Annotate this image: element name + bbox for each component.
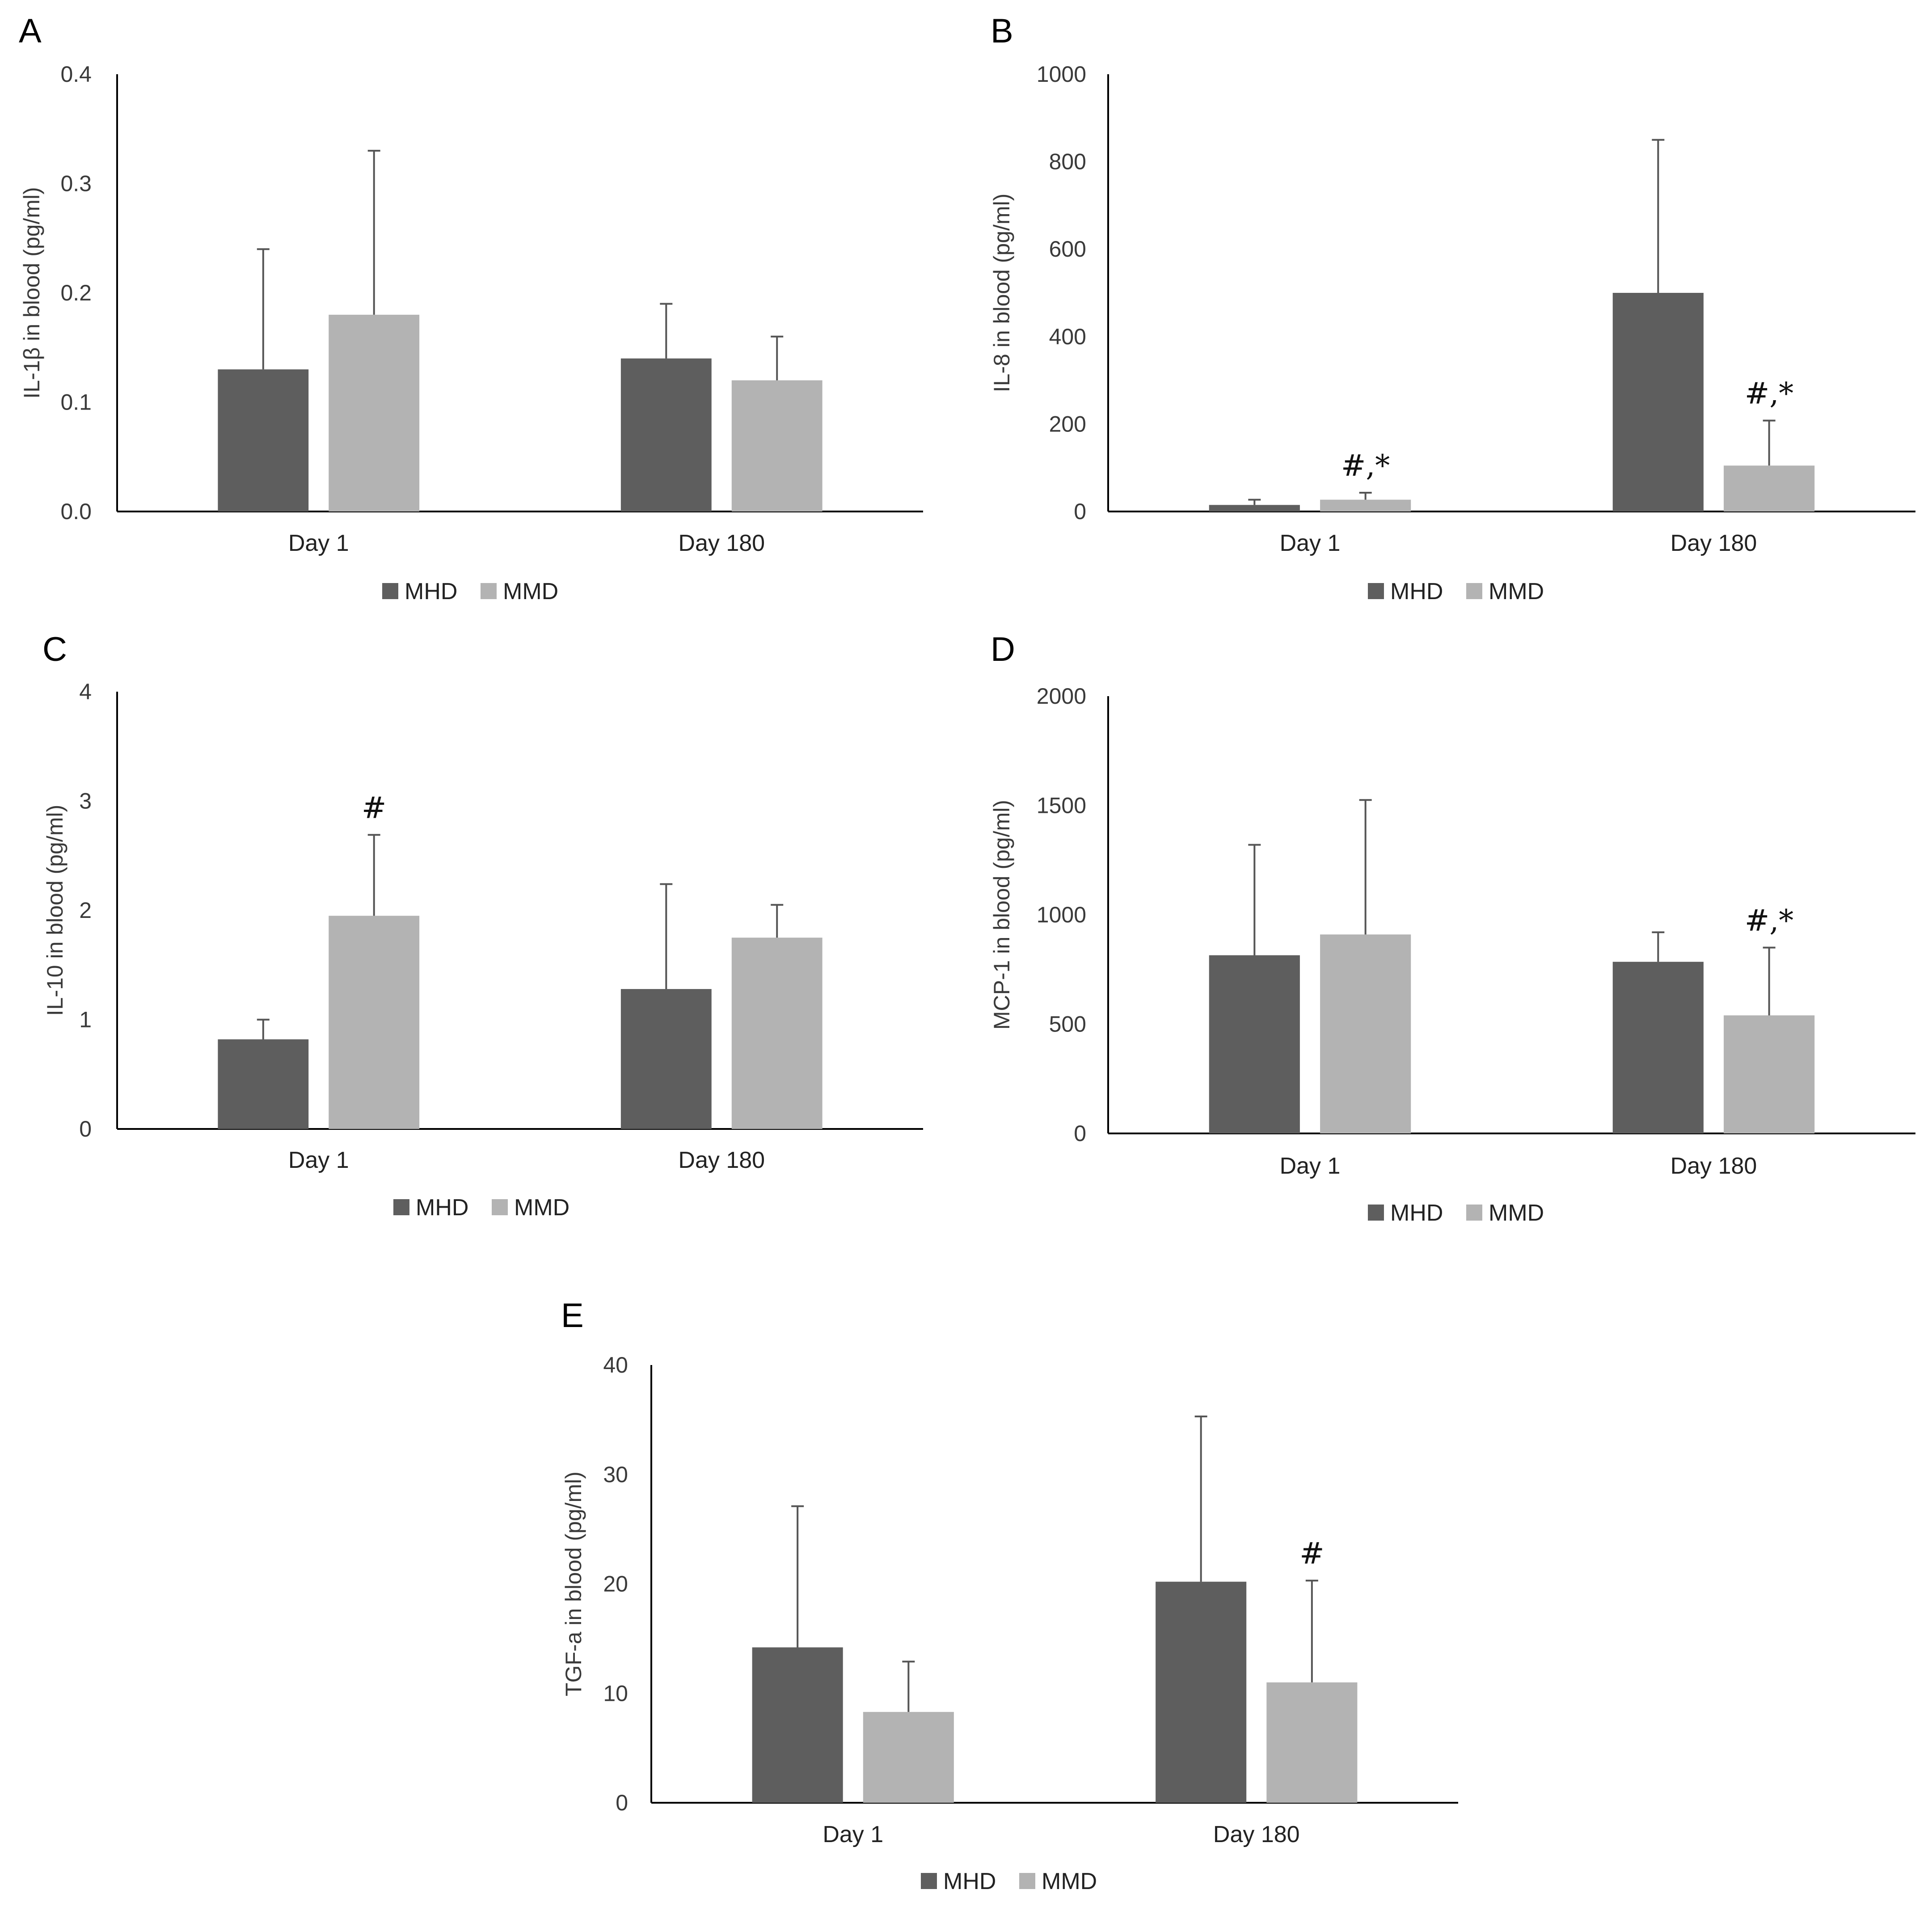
chart-panel-d: D MCP-1 in blood (pg/ml) 0 500 1000 1500 2000 D… xyxy=(989,630,1915,1226)
bar-mmd-day-1 xyxy=(863,1712,954,1803)
panel-label: C xyxy=(42,630,67,668)
y-tick-label: 0 xyxy=(616,1790,628,1815)
legend-label-mhd: MHD xyxy=(416,1195,468,1221)
legend-swatch-mmd xyxy=(1019,1873,1035,1889)
panel-label: B xyxy=(991,12,1013,50)
y-tick-label: 0 xyxy=(79,1116,92,1141)
bar-mhd-day-1 xyxy=(1209,505,1300,511)
y-axis-title: TGF-a in blood (pg/ml) xyxy=(561,1471,586,1696)
y-axis-title: IL-10 in blood (pg/ml) xyxy=(42,805,67,1016)
bar-mmd-day-180 xyxy=(731,380,823,511)
legend-label-mhd: MHD xyxy=(405,579,457,604)
bar-mhd-day-1 xyxy=(218,369,309,511)
panel-label: E xyxy=(561,1297,584,1335)
x-tick-label: Day 1 xyxy=(823,1822,883,1847)
x-tick-label: Day 1 xyxy=(1280,1153,1341,1179)
legend-swatch-mhd xyxy=(1368,583,1384,599)
bar-mhd-day-180 xyxy=(1612,293,1704,511)
y-tick-label: 40 xyxy=(603,1353,628,1378)
bar-mhd-day-180 xyxy=(1156,1581,1247,1803)
bar-mhd-day-180 xyxy=(620,989,712,1129)
y-tick-label: 400 xyxy=(1049,324,1086,349)
bar-mmd-day-1 xyxy=(329,916,420,1129)
y-tick-label: 0.2 xyxy=(60,280,92,305)
x-tick-label: Day 180 xyxy=(1213,1822,1300,1847)
y-tick-label: 200 xyxy=(1049,411,1086,436)
x-tick-label: Day 1 xyxy=(288,1147,349,1173)
x-tick-label: Day 180 xyxy=(678,1147,765,1173)
y-tick-label: 1 xyxy=(79,1007,92,1032)
y-axis-title: MCP-1 in blood (pg/ml) xyxy=(989,800,1014,1030)
panel-label: D xyxy=(991,630,1015,668)
legend-swatch-mhd xyxy=(382,583,398,599)
legend-swatch-mmd xyxy=(1466,1205,1482,1221)
y-tick-label: 10 xyxy=(603,1681,628,1706)
significance-marker: #,* xyxy=(1745,903,1793,938)
legend-label-mmd: MMD xyxy=(514,1195,569,1221)
y-tick-label: 20 xyxy=(603,1572,628,1597)
y-tick-label: 0.3 xyxy=(60,171,92,196)
bar-mmd-day-180 xyxy=(1724,1015,1815,1133)
y-tick-label: 0.4 xyxy=(60,62,92,87)
legend-swatch-mhd xyxy=(393,1199,409,1215)
chart-panel-e: E TGF-a in blood (pg/ml) 0 10 20 30 40 Day 1 # Da… xyxy=(561,1297,1458,1894)
y-tick-label: 1000 xyxy=(1037,902,1086,927)
y-tick-label: 800 xyxy=(1049,149,1086,174)
x-tick-label: Day 180 xyxy=(1670,1153,1757,1179)
y-tick-label: 1000 xyxy=(1037,62,1086,87)
significance-marker: # xyxy=(1299,1536,1324,1571)
chart-panel-c: C IL-10 in blood (pg/ml) 0 1 2 3 4 # Day 1 Day 18… xyxy=(42,630,923,1221)
y-tick-label: 0 xyxy=(1074,499,1086,524)
x-tick-label: Day 180 xyxy=(678,530,765,556)
legend-swatch-mhd xyxy=(1368,1205,1384,1221)
y-tick-label: 1500 xyxy=(1037,793,1086,818)
legend-label-mhd: MHD xyxy=(1390,579,1443,604)
y-axis-title: IL-1β in blood (pg/ml) xyxy=(19,187,44,398)
y-tick-label: 500 xyxy=(1049,1012,1086,1037)
bar-mmd-day-1 xyxy=(1320,934,1411,1133)
legend-label-mhd: MHD xyxy=(943,1868,996,1894)
bar-mmd-day-180 xyxy=(731,938,823,1129)
legend-swatch-mmd xyxy=(1466,583,1482,599)
y-tick-label: 0 xyxy=(1074,1121,1086,1146)
bar-mhd-day-180 xyxy=(1612,962,1704,1133)
bar-mmd-day-1 xyxy=(1320,499,1411,511)
legend-label-mhd: MHD xyxy=(1390,1200,1443,1226)
legend-label-mmd: MMD xyxy=(503,579,558,604)
y-axis-title: IL-8 in blood (pg/ml) xyxy=(989,194,1014,393)
y-tick-label: 2000 xyxy=(1037,684,1086,709)
chart-panel-b: B IL-8 in blood (pg/ml) 0 200 400 600 800 1000 #… xyxy=(989,12,1915,604)
x-tick-label: Day 1 xyxy=(288,530,349,556)
significance-marker: # xyxy=(362,790,386,825)
legend-label-mmd: MMD xyxy=(1042,1868,1097,1894)
bar-mhd-day-1 xyxy=(1209,955,1300,1133)
legend-label-mmd: MMD xyxy=(1489,1200,1544,1226)
y-tick-label: 4 xyxy=(79,679,92,704)
y-tick-label: 2 xyxy=(79,898,92,923)
legend-swatch-mmd xyxy=(481,583,497,599)
y-tick-label: 3 xyxy=(79,789,92,814)
y-tick-label: 0.0 xyxy=(60,499,92,524)
x-tick-label: Day 180 xyxy=(1670,530,1757,556)
bar-mmd-day-1 xyxy=(329,314,420,511)
bar-mmd-day-180 xyxy=(1266,1682,1358,1803)
bar-mmd-day-180 xyxy=(1724,465,1815,511)
y-tick-label: 0.1 xyxy=(60,390,92,415)
bar-mhd-day-1 xyxy=(752,1647,843,1803)
legend-swatch-mmd xyxy=(492,1199,508,1215)
legend-swatch-mhd xyxy=(921,1873,937,1889)
significance-marker: #,* xyxy=(1341,448,1390,483)
legend-label-mmd: MMD xyxy=(1489,579,1544,604)
bar-mhd-day-1 xyxy=(218,1039,309,1129)
chart-panel-a: A IL-1β in blood (pg/ml) 0.0 0.1 0.2 0.3 0.4 Da… xyxy=(19,12,923,604)
y-tick-label: 600 xyxy=(1049,237,1086,262)
y-tick-label: 30 xyxy=(603,1462,628,1487)
panel-label: A xyxy=(19,12,42,50)
significance-marker: #,* xyxy=(1745,376,1793,411)
x-tick-label: Day 1 xyxy=(1280,530,1341,556)
bar-mhd-day-180 xyxy=(620,358,712,511)
